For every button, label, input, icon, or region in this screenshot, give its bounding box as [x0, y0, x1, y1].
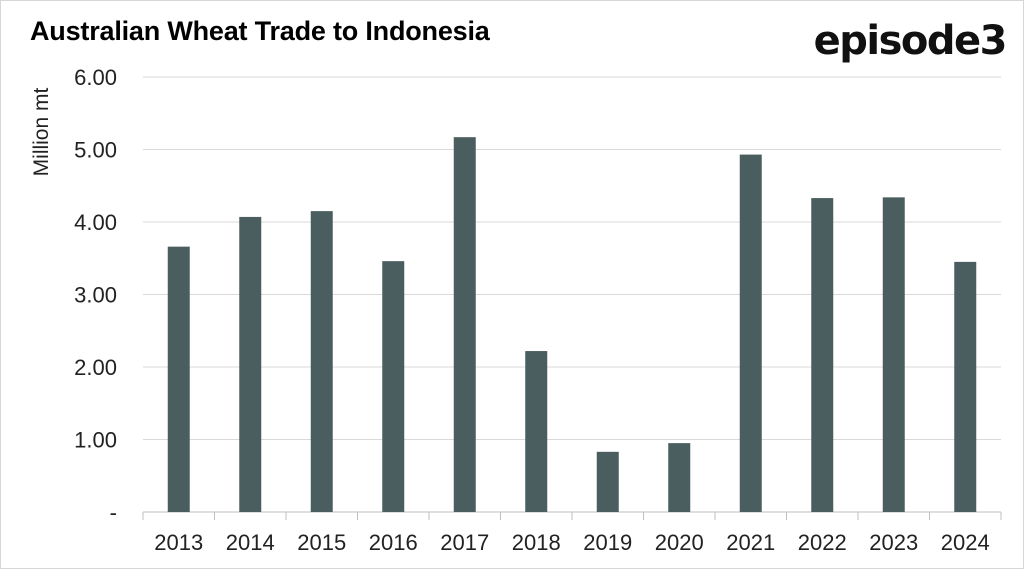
bar-2014 — [239, 216, 262, 513]
bar-2019 — [596, 451, 619, 512]
x-tick-label: 2019 — [583, 530, 632, 555]
chart-title: Australian Wheat Trade to Indonesia — [30, 16, 490, 46]
episode3-logo: episode3 — [813, 18, 1008, 64]
x-tick-label: 2022 — [798, 530, 847, 555]
y-axis-ticks: - 1.00 2.00 3.00 4.00 5.00 6.00 — [74, 65, 117, 525]
y-tick-label: 5.00 — [74, 138, 117, 163]
x-tick-label: 2017 — [440, 530, 489, 555]
x-tick-label: 2015 — [297, 530, 346, 555]
x-tick-label: 2024 — [941, 530, 990, 555]
bar-2015 — [310, 211, 333, 512]
x-tick-label: 2020 — [655, 530, 704, 555]
x-tick-label: 2014 — [226, 530, 275, 555]
y-tick-label: 4.00 — [74, 210, 117, 235]
bar-2017 — [453, 137, 476, 513]
x-tick-label: 2018 — [512, 530, 561, 555]
bar-2016 — [382, 261, 405, 512]
bar-2021 — [739, 154, 762, 512]
bar-2013 — [167, 246, 190, 512]
x-tick-label: 2023 — [869, 530, 918, 555]
bar-2023 — [882, 197, 905, 512]
y-axis-label: Million mt — [30, 88, 53, 177]
y-tick-label: 3.00 — [74, 283, 117, 308]
bar-2024 — [954, 261, 977, 512]
y-tick-label: 1.00 — [74, 428, 117, 453]
x-tick-label: 2016 — [369, 530, 418, 555]
y-tick-label: 6.00 — [74, 65, 117, 90]
gridlines — [143, 76, 1001, 513]
bars — [167, 137, 977, 513]
x-tick-label: 2021 — [726, 530, 775, 555]
bar-2018 — [525, 351, 548, 512]
bar-2020 — [668, 443, 691, 512]
x-axis-ticks: 2013 2014 2015 2016 2017 2018 2019 2020 2021 2022… — [142, 512, 1002, 555]
y-tick-label: 2.00 — [74, 355, 117, 380]
y-tick-label: - — [110, 500, 117, 525]
bar-2022 — [811, 198, 834, 512]
x-tick-label: 2013 — [154, 530, 203, 555]
